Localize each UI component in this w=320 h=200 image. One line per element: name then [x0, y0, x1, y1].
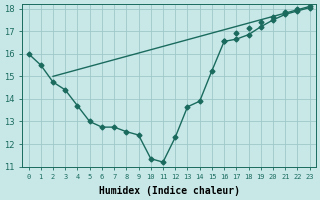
X-axis label: Humidex (Indice chaleur): Humidex (Indice chaleur) [99, 186, 240, 196]
